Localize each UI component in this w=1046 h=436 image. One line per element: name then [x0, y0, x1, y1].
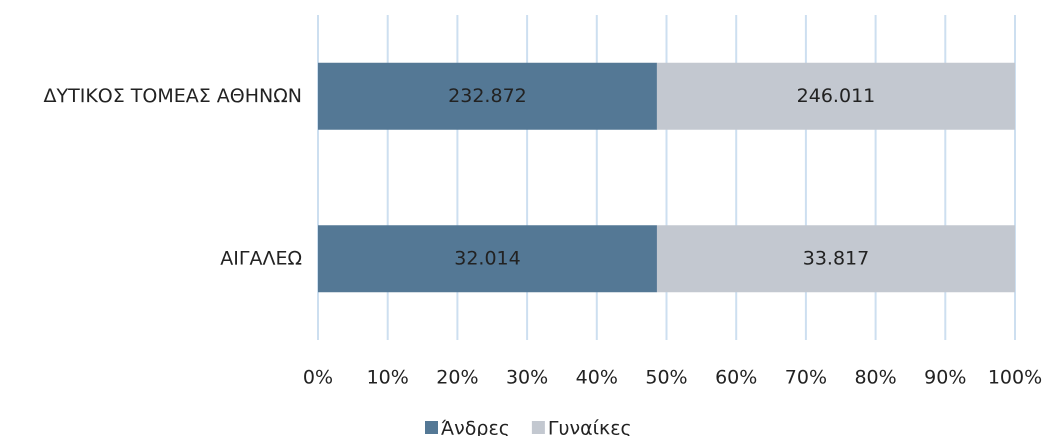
data-label: 32.014 — [454, 247, 520, 269]
x-tick-label: 80% — [854, 367, 896, 389]
x-tick-label: 70% — [785, 367, 827, 389]
bar — [656, 225, 1015, 293]
data-label: 33.817 — [803, 247, 869, 269]
x-tick-label: 20% — [436, 367, 478, 389]
y-tick-label: ΔΥΤΙΚΟΣ ΤΟΜΕΑΣ ΑΘΗΝΩΝ — [44, 85, 302, 107]
legend-swatch — [531, 421, 545, 434]
x-tick-label: 100% — [988, 367, 1042, 389]
legend-swatch — [425, 421, 438, 434]
legend-label: Άνδρες — [441, 418, 510, 436]
bar — [318, 225, 657, 293]
x-tick-label: 0% — [303, 367, 333, 389]
x-tick-label: 10% — [367, 367, 409, 389]
x-tick-label: 90% — [924, 367, 966, 389]
x-tick-label: 60% — [715, 367, 757, 389]
x-tick-label: 50% — [645, 367, 687, 389]
x-tick-label: 30% — [506, 367, 548, 389]
bar — [318, 62, 657, 130]
y-tick-label: ΑΙΓΑΛΕΩ — [220, 247, 302, 269]
legend-label: Γυναίκες — [548, 418, 632, 436]
data-label: 246.011 — [797, 85, 876, 107]
bar — [656, 62, 1015, 130]
data-label: 232.872 — [448, 85, 527, 107]
x-tick-label: 40% — [576, 367, 618, 389]
